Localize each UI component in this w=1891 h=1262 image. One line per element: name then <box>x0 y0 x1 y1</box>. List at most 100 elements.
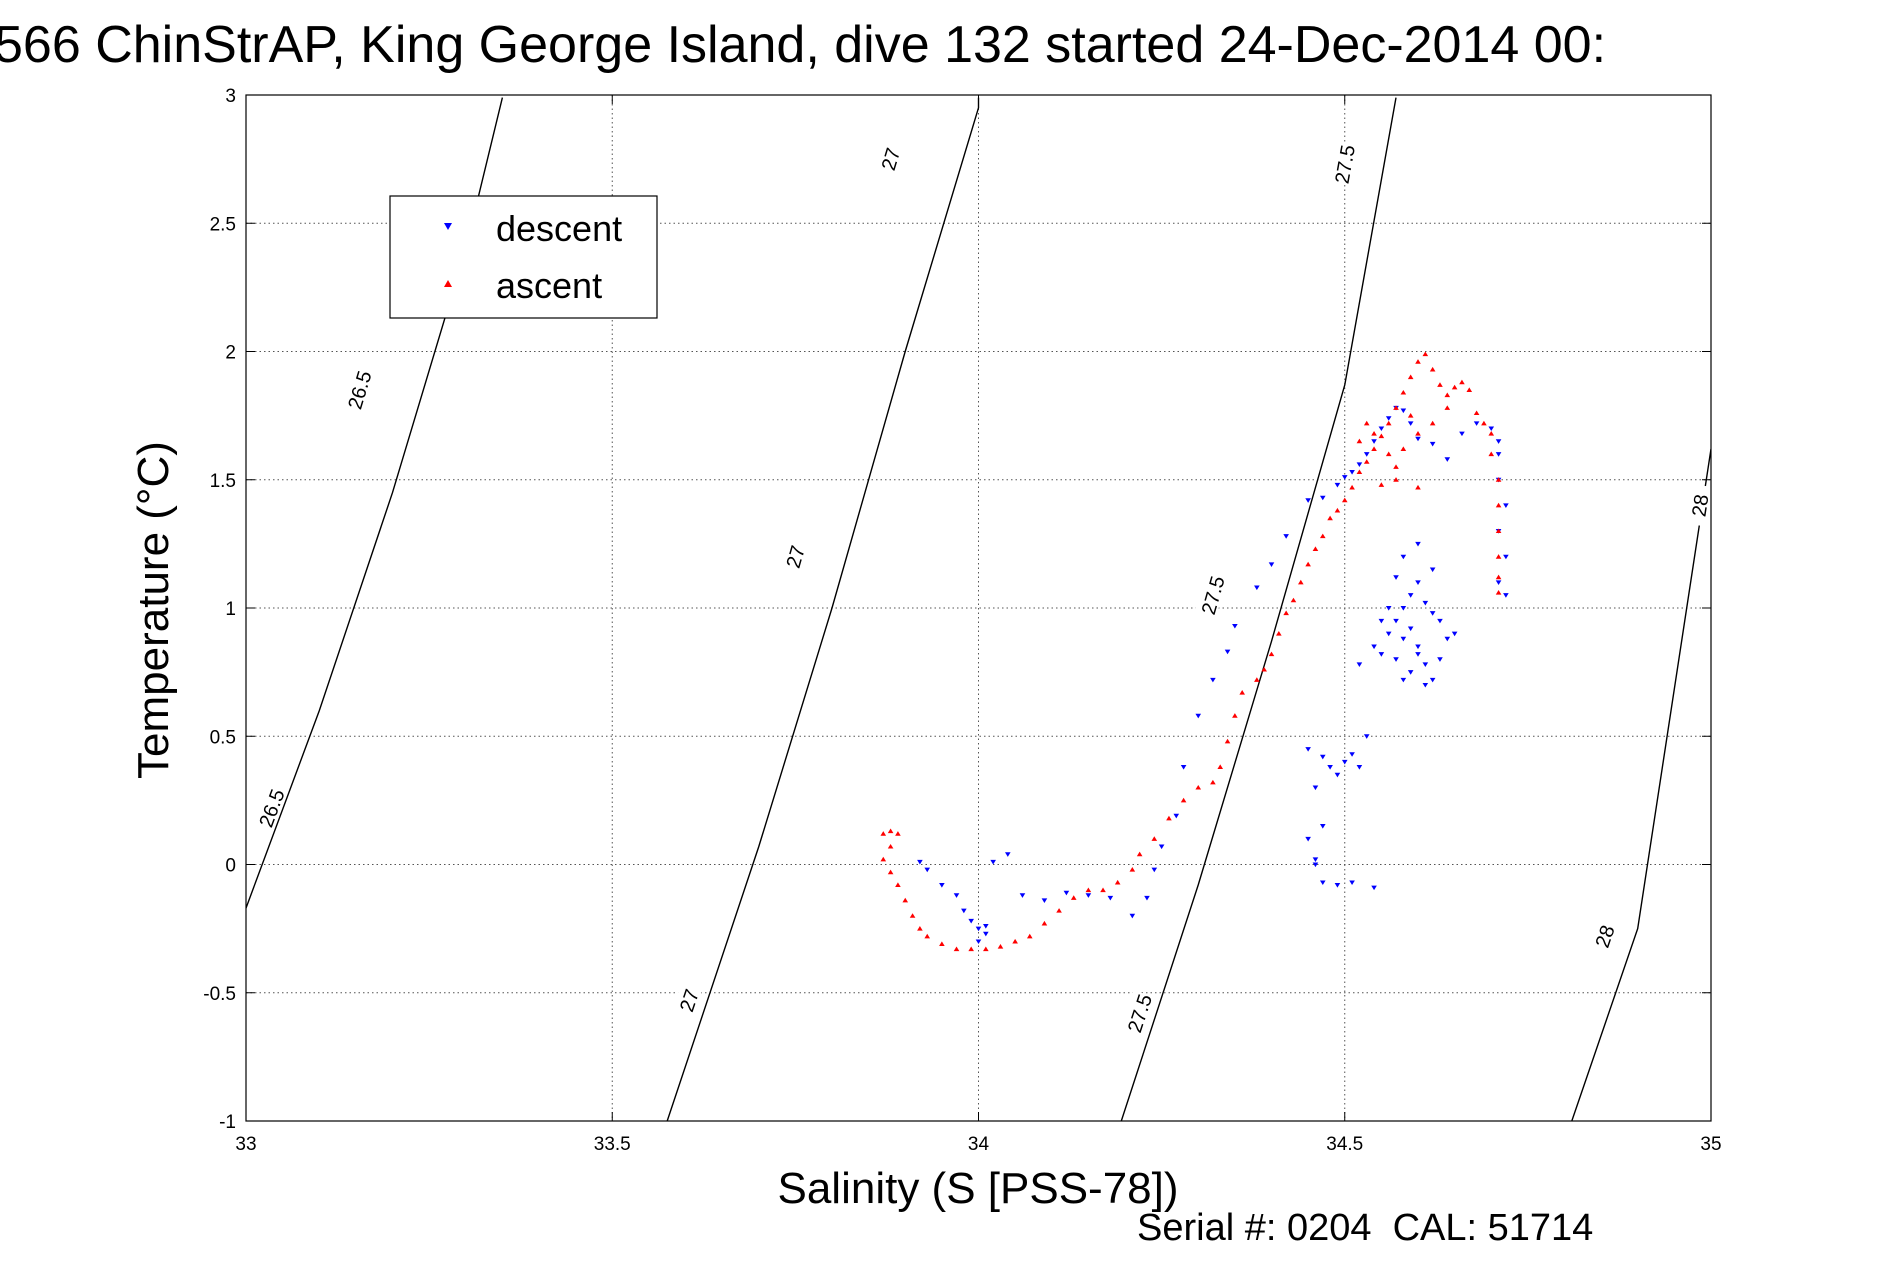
ascent-point <box>1363 420 1370 426</box>
descent-point <box>1437 618 1443 624</box>
ascent-point <box>917 926 923 931</box>
isopycnal-line <box>1120 97 1397 1121</box>
descent-point <box>1371 439 1377 444</box>
ascent-point <box>1312 546 1319 552</box>
ascent-point <box>1385 420 1392 426</box>
ascent-point <box>1356 438 1363 444</box>
descent-point <box>1254 585 1260 591</box>
serial-cal-footer: Serial #: 0204 CAL: 51714 <box>1137 1207 1593 1249</box>
y-tick-label: 1.5 <box>210 471 236 492</box>
descent-point <box>1107 895 1114 901</box>
descent-point <box>1063 890 1070 896</box>
descent-point <box>1429 677 1436 683</box>
descent-point <box>917 859 923 865</box>
ascent-point <box>1254 677 1260 682</box>
ascent-point <box>880 856 887 862</box>
ascent-point <box>1129 867 1136 872</box>
ascent-point <box>1400 446 1407 451</box>
y-tick-label: -1 <box>219 1112 236 1133</box>
ascent-point <box>1056 908 1062 913</box>
legend-box <box>389 195 658 319</box>
ascent-point <box>1180 797 1187 803</box>
ascent-point <box>1459 379 1465 385</box>
legend-descent-label: descent <box>496 208 622 249</box>
ascent-point <box>887 828 894 834</box>
x-tick-label: 34.5 <box>1326 1134 1363 1155</box>
descent-point <box>924 867 931 873</box>
descent-point <box>1356 765 1363 770</box>
legend-ascent-marker <box>444 280 452 287</box>
ascent-point <box>997 943 1004 949</box>
grid <box>246 95 1711 1121</box>
data-points <box>880 351 1509 952</box>
ascent-point <box>1385 451 1392 457</box>
descent-point <box>1378 426 1385 432</box>
descent-point <box>1393 618 1399 624</box>
ascent-point <box>1393 464 1399 469</box>
ascent-point <box>895 831 901 836</box>
descent-point <box>1319 880 1326 886</box>
ascent-point <box>1415 359 1421 364</box>
descent-point <box>1385 606 1392 611</box>
descent-point <box>1378 652 1385 657</box>
ascent-point <box>1363 459 1370 464</box>
isopycnal-label-mask <box>1328 142 1358 186</box>
isopycnal-label-mask <box>252 784 288 830</box>
descent-point <box>1319 824 1326 829</box>
descent-point <box>975 926 982 932</box>
ascent-point <box>895 882 901 888</box>
descent-point <box>1144 895 1150 901</box>
ascent-point <box>1085 887 1092 893</box>
descent-point <box>1400 606 1407 611</box>
descent-point <box>1488 426 1495 432</box>
isopycnal-label-mask <box>872 136 905 181</box>
ascent-point <box>1195 784 1202 790</box>
ascent-point <box>1334 507 1341 513</box>
descent-point <box>1019 893 1026 898</box>
ascent-point <box>1393 477 1399 482</box>
descent-point <box>1400 554 1407 560</box>
descent-point <box>968 918 974 924</box>
descent-point <box>1334 883 1341 888</box>
descent-point <box>1349 880 1355 886</box>
ascent-point <box>1437 382 1443 387</box>
descent-point <box>983 931 989 937</box>
descent-point <box>1319 754 1326 760</box>
descent-point <box>1473 421 1480 426</box>
ascent-point <box>1012 938 1018 944</box>
ascent-point <box>909 913 916 918</box>
descent-point <box>1305 836 1311 842</box>
isopycnal-line <box>1571 448 1711 1121</box>
ascent-point <box>887 843 894 849</box>
ascent-point <box>968 946 974 952</box>
descent-point <box>1415 541 1421 547</box>
descent-point <box>1503 503 1509 508</box>
descent-point <box>1210 677 1216 683</box>
ascent-point <box>1319 533 1326 539</box>
ascent-point <box>1070 895 1077 900</box>
descent-point <box>1503 554 1509 560</box>
descent-point <box>983 924 989 929</box>
descent-point <box>1319 495 1326 501</box>
isopycnal-label-mask <box>777 533 810 579</box>
ascent-point <box>1261 666 1267 672</box>
isopycnal-label: 28 <box>1688 493 1713 518</box>
ascent-point <box>1378 433 1385 439</box>
descent-point <box>1312 785 1319 791</box>
isopycnal-label: 26.5 <box>255 786 289 830</box>
descent-point <box>1385 631 1392 637</box>
descent-point <box>1503 593 1509 598</box>
ascent-point <box>1451 384 1458 390</box>
descent-point <box>1195 713 1202 719</box>
ascent-point <box>983 946 989 952</box>
x-tick-label: 33.5 <box>594 1134 631 1155</box>
ascent-point <box>1283 610 1289 616</box>
ascent-point <box>1495 477 1502 482</box>
y-tick-label: 3 <box>225 86 236 107</box>
descent-point <box>1305 747 1311 752</box>
isopycnal-label: 26.5 <box>344 368 376 412</box>
descent-point <box>1407 593 1414 598</box>
ascent-point <box>1429 366 1436 372</box>
ascent-point <box>1224 738 1231 744</box>
ascent-point <box>1341 497 1348 503</box>
